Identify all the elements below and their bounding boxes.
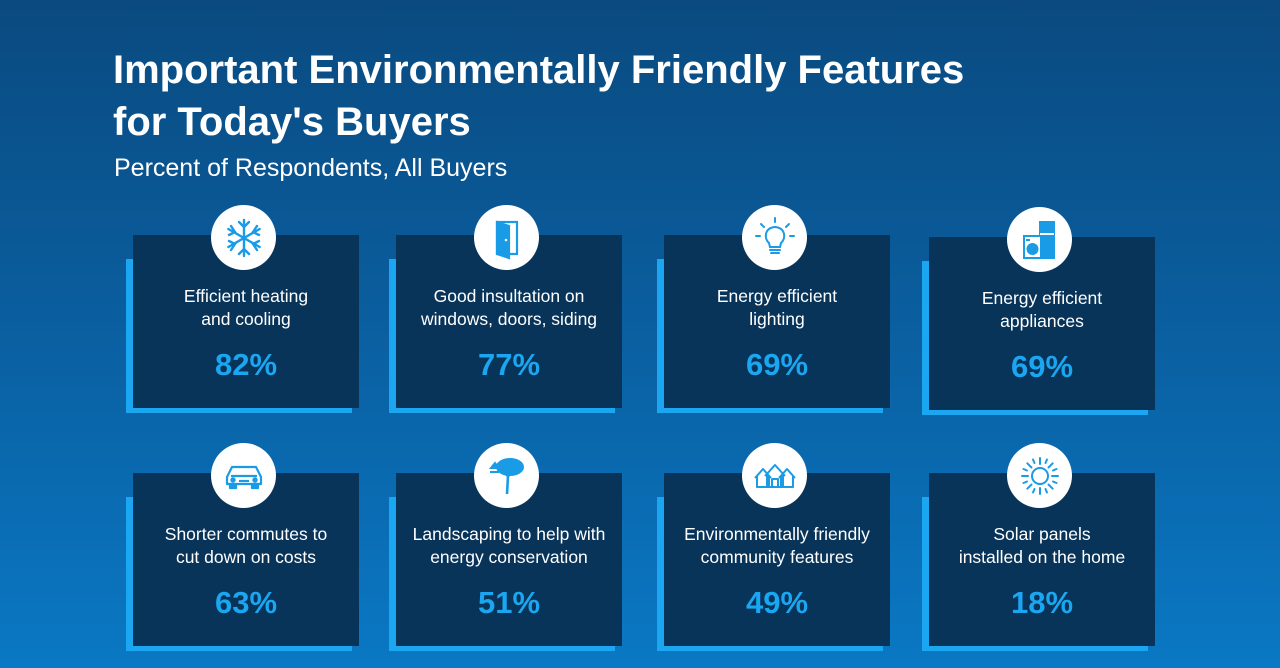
- feature-card-commutes: Shorter commutes to cut down on costs 63…: [126, 443, 359, 651]
- houses-icon: [742, 443, 807, 508]
- card-value: 51%: [477, 585, 541, 620]
- sun-icon: [1007, 443, 1072, 508]
- card-value: 63%: [214, 585, 278, 620]
- page-title: Important Environmentally Friendly Featu…: [113, 48, 965, 144]
- feature-card-community: Environmentally friendly community featu…: [657, 443, 890, 651]
- card-label: Good insultation on windows, doors, sidi…: [420, 286, 598, 329]
- door-icon: [474, 205, 539, 270]
- car-icon: [211, 443, 276, 508]
- feature-card-heating-cooling: Efficient heating and cooling 82%: [126, 205, 359, 413]
- card-value: 69%: [1010, 349, 1074, 384]
- card-label: Energy efficient lighting: [716, 286, 838, 329]
- card-value: 18%: [1010, 585, 1074, 620]
- card-value: 77%: [477, 347, 541, 382]
- card-label: Energy efficient appliances: [981, 288, 1103, 331]
- feature-card-lighting: Energy efficient lighting 69%: [657, 205, 890, 413]
- appliances-icon: [1007, 207, 1072, 272]
- card-label: Landscaping to help with energy conserva…: [412, 524, 606, 567]
- page-subtitle: Percent of Respondents, All Buyers: [114, 154, 508, 182]
- tree-icon: [474, 443, 539, 508]
- card-value: 82%: [214, 347, 278, 382]
- feature-card-appliances: Energy efficient appliances 69%: [922, 207, 1155, 415]
- feature-card-solar: Solar panels installed on the home 18%: [922, 443, 1155, 651]
- card-label: Environmentally friendly community featu…: [684, 524, 870, 567]
- card-value: 69%: [745, 347, 809, 382]
- card-value: 49%: [745, 585, 809, 620]
- card-label: Efficient heating and cooling: [183, 286, 309, 329]
- card-label: Shorter commutes to cut down on costs: [164, 524, 328, 567]
- snowflake-icon: [211, 205, 276, 270]
- feature-card-insulation: Good insultation on windows, doors, sidi…: [389, 205, 622, 413]
- lightbulb-icon: [742, 205, 807, 270]
- card-label: Solar panels installed on the home: [958, 524, 1126, 567]
- feature-card-landscaping: Landscaping to help with energy conserva…: [389, 443, 622, 651]
